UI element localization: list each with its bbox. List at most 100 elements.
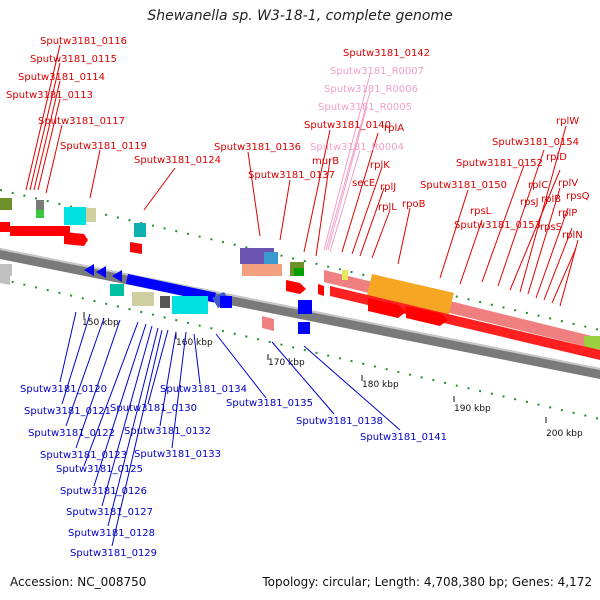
gene-label[interactable]: Sputw3181_0140	[304, 120, 391, 131]
bottom-gene-labels: Sputw3181_0120 Sputw3181_0121 Sputw3181_…	[20, 384, 447, 559]
feature-block[interactable]	[112, 270, 122, 282]
gene-label[interactable]: Sputw3181_0119	[60, 141, 147, 152]
gene-label[interactable]: rplN	[562, 230, 583, 241]
feature-block[interactable]	[64, 232, 88, 246]
feature-block[interactable]	[0, 222, 10, 232]
gene-label[interactable]: rpoB	[402, 199, 426, 210]
gene-label[interactable]: secE	[352, 178, 375, 189]
gene-label[interactable]: Sputw3181_R0004	[310, 142, 404, 153]
gene-label[interactable]: Sputw3181_0121	[24, 406, 111, 417]
gene-label[interactable]: Sputw3181_0124	[134, 155, 221, 166]
gene-label[interactable]: rpsS	[540, 222, 562, 233]
feature-block[interactable]	[160, 296, 170, 308]
gene-label[interactable]: Sputw3181_0128	[68, 528, 155, 539]
feature-block[interactable]	[0, 198, 12, 210]
gene-label[interactable]: Sputw3181_0152	[456, 158, 543, 169]
gene-label[interactable]: Sputw3181_0117	[38, 116, 125, 127]
feature-block[interactable]	[0, 274, 10, 285]
feature-block[interactable]	[298, 322, 310, 334]
gene-label[interactable]: Sputw3181_0141	[360, 432, 447, 443]
feature-block[interactable]	[220, 296, 232, 308]
gene-label[interactable]: rplV	[558, 178, 578, 189]
feature-block[interactable]	[262, 316, 274, 331]
feature-block[interactable]	[298, 300, 312, 314]
feature-block[interactable]	[584, 336, 600, 350]
feature-block[interactable]	[342, 270, 348, 280]
scale-label: 150 kbp	[82, 318, 119, 328]
gene-label[interactable]: Sputw3181_0123	[40, 450, 127, 461]
gene-label[interactable]: Sputw3181_0120	[20, 384, 107, 395]
feature-block[interactable]	[0, 264, 12, 276]
gene-label[interactable]: Sputw3181_0122	[28, 428, 115, 439]
gene-label[interactable]: Sputw3181_0125	[56, 464, 143, 475]
gene-label[interactable]: rplL	[378, 202, 397, 213]
gene-label[interactable]: Sputw3181_0134	[160, 384, 247, 395]
gene-label[interactable]: rplB	[541, 194, 561, 205]
gene-label[interactable]: rplW	[556, 116, 579, 127]
gene-label[interactable]: rplD	[546, 152, 567, 163]
feature-block[interactable]	[324, 270, 600, 350]
gene-label[interactable]: Sputw3181_0130	[110, 403, 197, 414]
feature-block[interactable]	[110, 284, 124, 296]
gene-label[interactable]: rplJ	[380, 182, 396, 193]
gene-label[interactable]: rpsJ	[520, 197, 539, 208]
feature-block[interactable]	[130, 242, 142, 254]
feature-block[interactable]	[294, 268, 304, 276]
gene-label[interactable]: rpsQ	[566, 191, 590, 202]
leader-line	[159, 331, 177, 427]
feature-block[interactable]	[318, 284, 324, 296]
feature-block[interactable]	[406, 306, 448, 326]
feature-block[interactable]	[96, 266, 106, 278]
gene-label[interactable]: Sputw3181_R0006	[324, 84, 418, 95]
gene-label[interactable]: Sputw3181_0135	[226, 398, 313, 409]
gene-label[interactable]: rpsL	[470, 206, 492, 217]
forward-strand-features[interactable]	[0, 198, 600, 360]
gene-label[interactable]: Sputw3181_0115	[30, 54, 117, 65]
gene-label[interactable]: Sputw3181_R0005	[318, 102, 412, 113]
gene-label[interactable]: Sputw3181_0137	[248, 170, 335, 181]
feature-block[interactable]	[286, 280, 306, 294]
feature-block[interactable]	[367, 274, 454, 315]
gene-label[interactable]: rplK	[370, 160, 390, 171]
gene-label[interactable]: Sputw3181_0150	[420, 180, 507, 191]
gene-label[interactable]: Sputw3181_0136	[214, 142, 301, 153]
leader-line	[271, 341, 335, 415]
feature-block[interactable]	[368, 298, 406, 318]
gene-label[interactable]: rplA	[384, 123, 404, 134]
gene-label[interactable]: Sputw3181_0133	[134, 449, 221, 460]
gene-label[interactable]: Sputw3181_0153	[454, 220, 541, 231]
gene-label[interactable]: Sputw3181_0114	[18, 72, 105, 83]
feature-block[interactable]	[134, 223, 146, 237]
gene-label[interactable]: rplP	[558, 208, 577, 219]
feature-block[interactable]	[64, 207, 86, 225]
leader-line	[303, 345, 401, 431]
gene-label[interactable]: Sputw3181_0132	[124, 426, 211, 437]
gene-label[interactable]: Sputw3181_0138	[296, 416, 383, 427]
gene-label[interactable]: rplC	[528, 180, 548, 191]
gene-label[interactable]: Sputw3181_0129	[70, 548, 157, 559]
gene-label[interactable]: Sputw3181_0142	[343, 48, 430, 59]
feature-block[interactable]	[36, 210, 44, 218]
feature-block[interactable]	[86, 208, 96, 222]
gene-label[interactable]: Sputw3181_0127	[66, 507, 153, 518]
gene-label[interactable]: Sputw3181_0126	[60, 486, 147, 497]
feature-block[interactable]	[172, 296, 208, 314]
gene-label[interactable]: Sputw3181_0154	[492, 137, 579, 148]
gene-label[interactable]: Sputw3181_0116	[40, 36, 127, 47]
leader-line	[527, 187, 561, 295]
feature-block[interactable]	[242, 264, 282, 276]
gene-label[interactable]: Sputw3181_R0007	[330, 66, 424, 77]
feature-block[interactable]	[125, 274, 217, 303]
gene-label[interactable]: murB	[312, 156, 339, 167]
leader-line	[75, 319, 121, 449]
feature-block[interactable]	[84, 264, 94, 276]
gene-label[interactable]: Sputw3181_0113	[6, 90, 93, 101]
reverse-strand-features[interactable]	[0, 264, 312, 334]
feature-block[interactable]	[10, 226, 70, 236]
feature-block[interactable]	[330, 286, 600, 360]
feature-block[interactable]	[36, 200, 44, 210]
feature-block[interactable]	[264, 252, 278, 264]
feature-block[interactable]	[132, 292, 154, 306]
